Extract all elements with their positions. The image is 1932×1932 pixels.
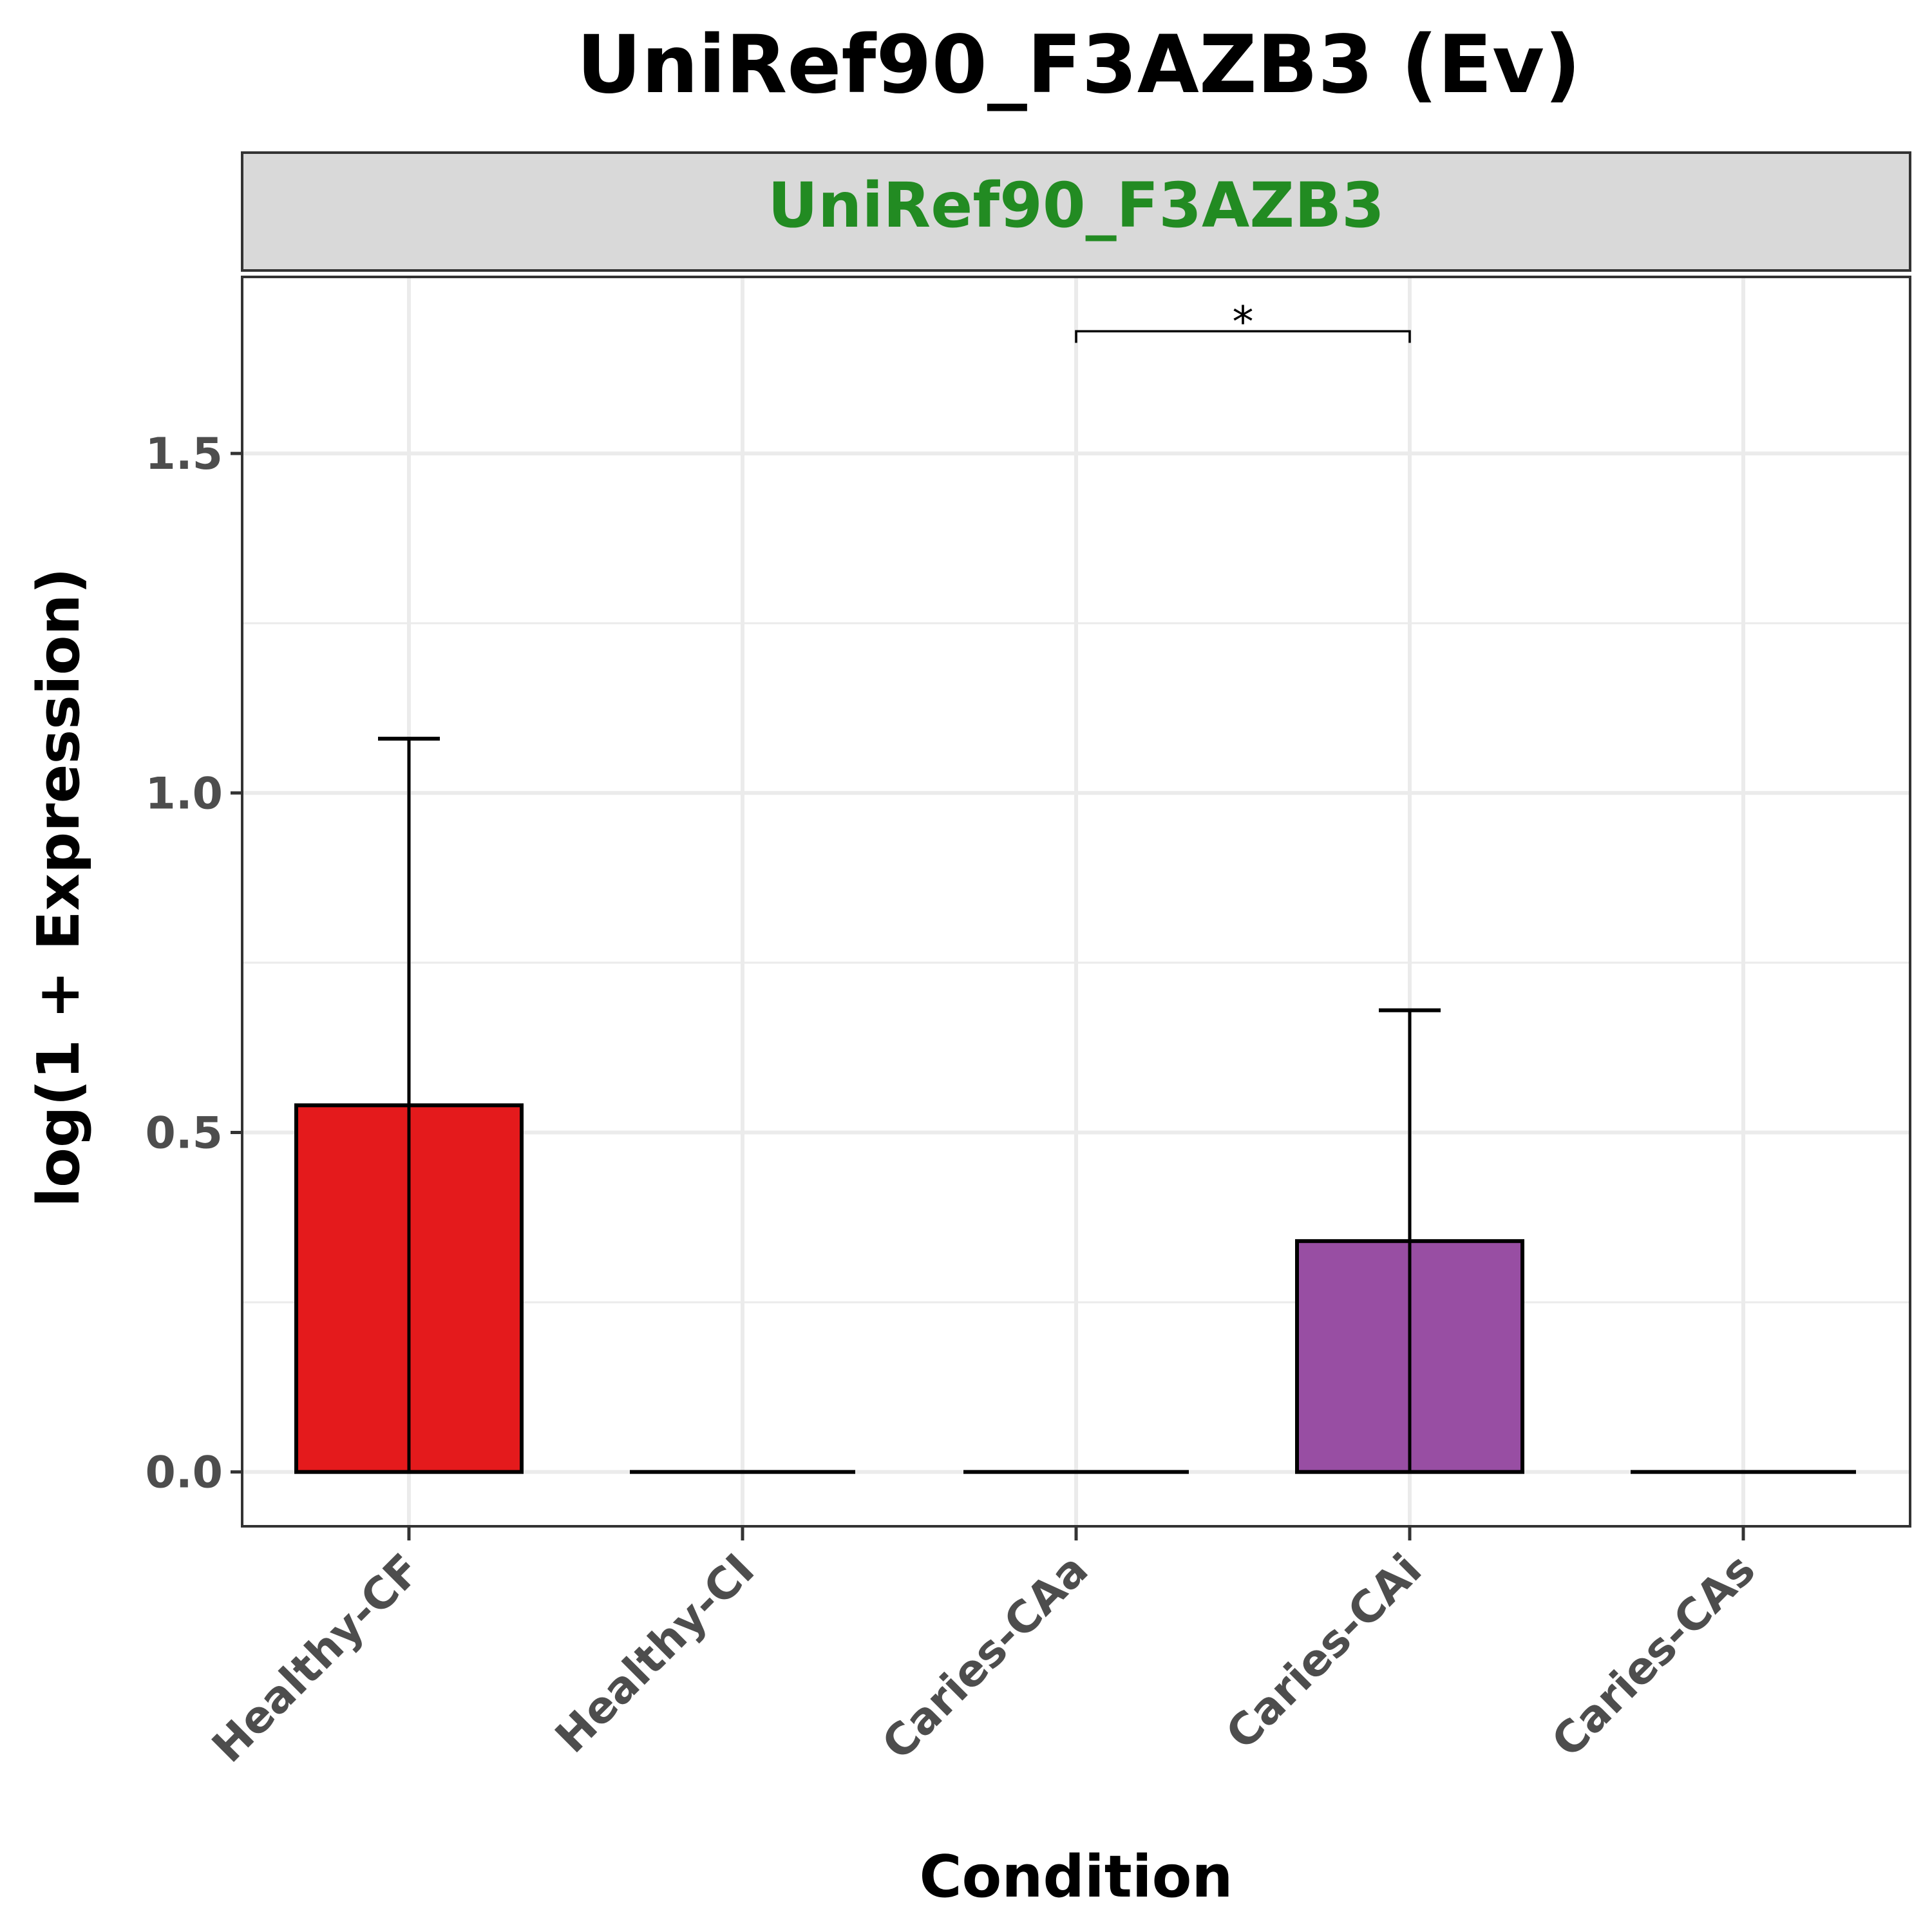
y-axis-title: log(1 + Expression) [25, 567, 93, 1207]
y-tick-label: 0.0 [146, 1448, 223, 1499]
chart-title: UniRef90_F3AZB3 (Ev) [576, 19, 1580, 111]
significance-label: * [1233, 297, 1254, 346]
significance-bracket [1075, 330, 1411, 343]
facet-label: UniRef90_F3AZB3 [768, 169, 1385, 242]
x-axis-title: Condition [919, 1843, 1233, 1911]
facet-strip [241, 151, 1911, 272]
plot-panel: * [241, 276, 1911, 1528]
y-tick-label: 1.5 [146, 429, 223, 480]
y-tick-label: 0.5 [146, 1108, 223, 1159]
y-tick-label: 1.0 [146, 768, 223, 819]
